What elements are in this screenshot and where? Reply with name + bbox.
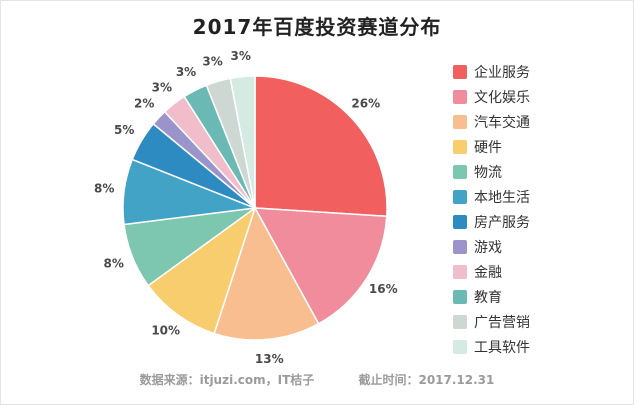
- legend-item-7[interactable]: 房产服务: [453, 213, 530, 231]
- pie-percent-label: 8%: [94, 181, 114, 195]
- legend-item-4[interactable]: 硬件: [453, 138, 530, 156]
- legend-label: 企业服务: [474, 65, 530, 81]
- pie-slice-2[interactable]: [253, 207, 388, 325]
- legend-item-2[interactable]: 文化娱乐: [453, 88, 530, 106]
- legend-item-5[interactable]: 物流: [453, 163, 530, 181]
- pie-percent-label: 3%: [152, 80, 172, 94]
- pie-percent-label: 5%: [114, 123, 134, 137]
- legend-label: 金融: [474, 265, 502, 281]
- legend-label: 教育: [474, 290, 502, 306]
- pie-slice-1[interactable]: [254, 75, 388, 218]
- legend-item-10[interactable]: 教育: [453, 288, 530, 306]
- pie-percent-label: 26%: [351, 96, 380, 110]
- legend-swatch: [453, 340, 467, 354]
- legend-swatch: [453, 290, 467, 304]
- legend-label: 游戏: [474, 240, 502, 256]
- legend-swatch: [453, 190, 467, 204]
- legend-item-1[interactable]: 企业服务: [453, 63, 530, 81]
- pie-percent-label: 3%: [176, 65, 196, 79]
- legend: 企业服务 文化娱乐 汽车交通 硬件 物流 本地生活 房产服务 游戏 金融 教育: [453, 63, 530, 356]
- legend-swatch: [453, 240, 467, 254]
- legend-item-8[interactable]: 游戏: [453, 238, 530, 256]
- legend-swatch: [453, 65, 467, 79]
- pie-percent-label: 13%: [255, 352, 284, 366]
- footer: 数据来源：itjuzi.com，IT桔子 截止时间：2017.12.31: [1, 371, 633, 388]
- legend-item-9[interactable]: 金融: [453, 263, 530, 281]
- chart-title: 2017年百度投资赛道分布: [192, 15, 442, 39]
- legend-label: 汽车交通: [474, 115, 530, 131]
- pie-slice-3[interactable]: [213, 206, 320, 341]
- legend-swatch: [453, 265, 467, 279]
- legend-label: 广告营销: [474, 315, 530, 331]
- legend-label: 工具软件: [474, 340, 530, 356]
- legend-item-3[interactable]: 汽车交通: [453, 113, 530, 131]
- legend-swatch: [453, 140, 467, 154]
- legend-swatch: [453, 315, 467, 329]
- legend-label: 房产服务: [474, 215, 530, 231]
- legend-label: 硬件: [474, 140, 502, 156]
- pie-percent-label: 3%: [231, 49, 251, 63]
- legend-swatch: [453, 90, 467, 104]
- pie-percent-label: 3%: [202, 55, 222, 69]
- legend-swatch: [453, 165, 467, 179]
- legend-label: 物流: [474, 165, 502, 181]
- pie-slice-4[interactable]: [147, 206, 257, 335]
- legend-label: 文化娱乐: [474, 90, 530, 106]
- legend-swatch: [453, 215, 467, 229]
- data-source-text: 数据来源：itjuzi.com，IT桔子: [139, 373, 315, 387]
- legend-item-6[interactable]: 本地生活: [453, 188, 530, 206]
- deadline-text: 截止时间：2017.12.31: [358, 373, 495, 387]
- pie-percent-label: 2%: [134, 96, 154, 110]
- pie-slice-12[interactable]: [229, 75, 256, 209]
- legend-label: 本地生活: [474, 190, 530, 206]
- legend-item-11[interactable]: 广告营销: [453, 313, 530, 331]
- pie-percent-label: 8%: [104, 257, 124, 271]
- legend-item-12[interactable]: 工具软件: [453, 338, 530, 356]
- legend-swatch: [453, 115, 467, 129]
- pie-percent-label: 16%: [369, 282, 398, 296]
- pie-percent-label: 10%: [151, 324, 180, 338]
